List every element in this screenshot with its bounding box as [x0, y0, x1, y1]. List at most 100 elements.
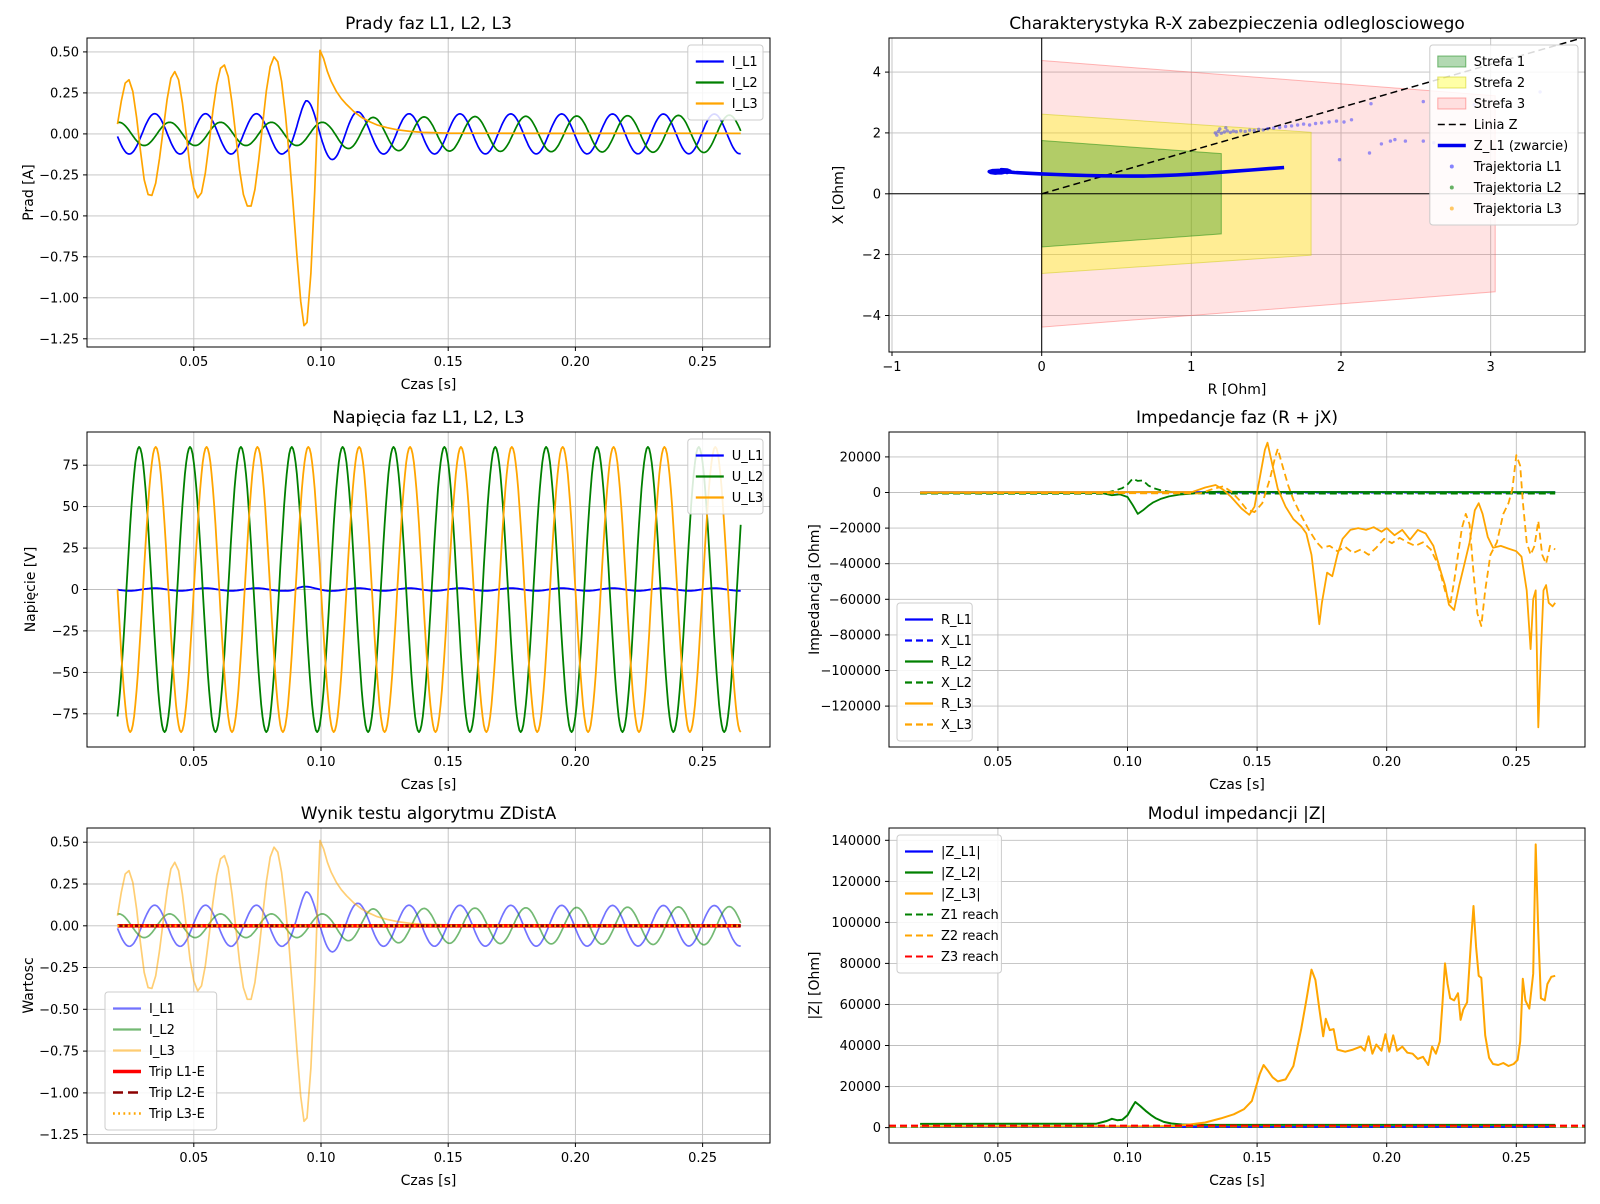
series-x-l3 — [920, 448, 1556, 627]
y-tick-label: −25 — [52, 624, 79, 639]
x-tick-label: 0.25 — [1502, 755, 1531, 770]
legend-label: X_L3 — [941, 718, 972, 733]
plot-area — [889, 38, 1585, 352]
plot-area — [116, 839, 742, 1123]
legend-label: Trip L3-E — [148, 1107, 205, 1122]
legend-label: U_L2 — [732, 470, 764, 485]
legend-label: Trajektoria L1 — [1473, 160, 1562, 175]
y-tick-label: −0.25 — [39, 168, 79, 183]
x-tick-label: 0.20 — [561, 1151, 590, 1166]
tick-labels: 0.05 0.10 0.15 0.20 0.25 20000 0 −20000 −40000 −6… — [820, 450, 1530, 770]
series-i-l3 — [116, 839, 741, 1123]
series-z-l1-zwarcie- — [987, 165, 1285, 178]
chart-title: Impedancje faz (R + jX) — [1136, 408, 1338, 428]
y-tick-label: 80000 — [840, 957, 881, 972]
spines — [888, 37, 1586, 353]
plot-area — [116, 446, 742, 733]
x-tick-label: 1 — [1187, 360, 1195, 375]
legend-label: X_L2 — [941, 676, 972, 691]
y-tick-label: −1.25 — [39, 332, 79, 347]
x-tick-label: 2 — [1337, 360, 1345, 375]
legend-label: |Z_L2| — [941, 866, 981, 881]
x-tick-label: 0.20 — [561, 755, 590, 770]
chart-modul-impedancji: 0.05 0.10 0.15 0.20 0.25 0 20000 40000 60000 8000… — [800, 800, 1600, 1200]
y-tick-label: −0.75 — [39, 250, 79, 265]
spines — [86, 827, 771, 1144]
chart-title: Modul impedancji |Z| — [1148, 804, 1327, 824]
y-tick-label: 0 — [71, 583, 79, 598]
series-i-l2 — [117, 905, 742, 946]
x-tick-label: 0.25 — [688, 1151, 717, 1166]
x-tick-label: 0.10 — [307, 355, 336, 370]
grid — [889, 432, 1585, 747]
series-i-l2 — [117, 114, 742, 154]
x-axis-label: Czas [s] — [1209, 777, 1265, 793]
y-tick-label: 4 — [873, 66, 881, 81]
legend-label: Strefa 1 — [1474, 55, 1525, 70]
x-tick-label: 0.15 — [434, 755, 463, 770]
x-tick-label: 0.20 — [561, 355, 590, 370]
y-tick-label: −1.00 — [39, 1086, 79, 1101]
series--z-l2- — [920, 1101, 1556, 1126]
chart-prady-faz: 0.05 0.10 0.15 0.20 0.25 0.50 0.25 0.00 −0.25 −0.… — [0, 0, 800, 400]
x-tick-label: 0.15 — [1243, 755, 1272, 770]
legend-label: Trajektoria L3 — [1473, 202, 1562, 217]
chart-svg-5: 0.05 0.10 0.15 0.20 0.25 0 20000 40000 60000 8000… — [807, 804, 1586, 1189]
legend-label: Trip L1-E — [148, 1065, 205, 1080]
legend-label: R_L3 — [941, 697, 972, 712]
legend-label: I_L2 — [732, 76, 758, 91]
legend-label: I_L3 — [732, 97, 758, 112]
x-tick-label: 0.20 — [1372, 1151, 1401, 1166]
y-tick-label: −40000 — [829, 557, 881, 572]
chart-svg-0: 0.05 0.10 0.15 0.20 0.25 0.50 0.25 0.00 −0.25 −0.… — [21, 14, 771, 393]
y-tick-label: 0.50 — [50, 45, 79, 60]
y-tick-label: −20000 — [829, 522, 881, 537]
y-tick-label: 60000 — [840, 998, 881, 1013]
legend-label: Linia Z — [1474, 118, 1518, 133]
legend-label: Z3 reach — [941, 950, 999, 965]
legend-label: |Z_L1| — [941, 845, 981, 860]
x-tick-label: 0.10 — [1113, 755, 1142, 770]
legend: Strefa 1 Strefa 2 Strefa 3 Linia Z Z_L1 (zwa… — [1429, 44, 1579, 226]
spines — [888, 431, 1586, 748]
x-tick-label: 0.05 — [179, 355, 208, 370]
chart-impedancje-faz: 0.05 0.10 0.15 0.20 0.25 20000 0 −20000 −40000 −6… — [800, 400, 1600, 800]
legend-label: |Z_L3| — [941, 887, 981, 902]
legend-label: Z1 reach — [941, 908, 999, 923]
chart-title: Prady faz L1, L2, L3 — [345, 14, 512, 34]
legend-label: Strefa 3 — [1474, 97, 1525, 112]
plot-area — [889, 843, 1585, 1128]
y-tick-label: −0.25 — [39, 961, 79, 976]
legend-label: Strefa 2 — [1474, 76, 1525, 91]
legend-label: X_L1 — [941, 634, 972, 649]
legend-label: I_L1 — [732, 55, 758, 70]
y-tick-label: 0.00 — [50, 919, 79, 934]
legend-label: U_L3 — [732, 491, 764, 506]
x-tick-label: 0.05 — [983, 1151, 1012, 1166]
y-tick-label: 0.25 — [50, 878, 79, 893]
series--z-l3- — [920, 843, 1556, 1128]
x-tick-label: 0.15 — [434, 1151, 463, 1166]
y-tick-label: −120000 — [820, 700, 881, 715]
y-axis-label: X [Ohm] — [831, 166, 847, 225]
legend: U_L1 U_L2 U_L3 — [687, 438, 764, 515]
x-tick-label: 0.10 — [1113, 1151, 1142, 1166]
y-tick-label: −0.50 — [39, 1003, 79, 1018]
y-tick-label: 0.25 — [50, 86, 79, 101]
x-tick-label: 0.05 — [179, 755, 208, 770]
series-u-l2 — [116, 446, 742, 733]
y-tick-label: 40000 — [840, 1039, 881, 1054]
y-tick-label: 140000 — [831, 834, 881, 849]
legend-label: R_L2 — [941, 655, 972, 670]
legend: I_L1 I_L2 I_L3 Trip L1-E Trip L2-E Trip L3-E — [104, 991, 218, 1131]
series-trajektoria-l1 — [1213, 90, 1542, 162]
legend-label: Trajektoria L2 — [1473, 181, 1562, 196]
spines — [888, 827, 1586, 1144]
y-tick-label: 0 — [873, 1121, 881, 1136]
y-axis-label: Prad [A] — [21, 164, 37, 220]
y-tick-label: 25 — [62, 542, 79, 557]
x-tick-label: 0.20 — [1372, 755, 1401, 770]
series-i-l1 — [116, 891, 741, 953]
y-tick-label: −60000 — [829, 593, 881, 608]
y-tick-label: 2 — [873, 126, 881, 141]
